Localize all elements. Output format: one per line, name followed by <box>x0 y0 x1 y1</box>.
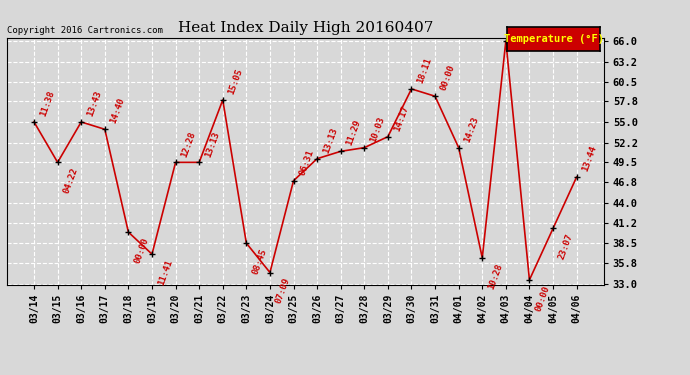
Text: 08:45: 08:45 <box>250 247 268 276</box>
Text: 04:22: 04:22 <box>62 166 79 195</box>
Text: 11:38: 11:38 <box>38 90 56 118</box>
Text: 15:05: 15:05 <box>227 68 244 96</box>
Text: 11:29: 11:29 <box>345 119 362 147</box>
Text: 00:00: 00:00 <box>533 284 551 312</box>
Text: 11:41: 11:41 <box>156 258 174 286</box>
Text: 13:43: 13:43 <box>86 90 103 118</box>
Text: 12:28: 12:28 <box>179 130 197 158</box>
Text: Temperature (°F): Temperature (°F) <box>504 34 604 44</box>
Text: 10:28: 10:28 <box>486 262 504 290</box>
Text: 00:00: 00:00 <box>132 236 150 265</box>
Text: 14:17: 14:17 <box>392 104 410 132</box>
Text: 13:13: 13:13 <box>322 126 339 154</box>
Text: 13:13: 13:13 <box>204 130 221 158</box>
Text: 10:03: 10:03 <box>368 115 386 144</box>
Text: 14:23: 14:23 <box>463 115 480 144</box>
Text: 00:00: 00:00 <box>440 64 457 92</box>
Text: 14:40: 14:40 <box>109 97 127 125</box>
Text: 18:11: 18:11 <box>415 56 433 85</box>
Text: Copyright 2016 Cartronics.com: Copyright 2016 Cartronics.com <box>7 26 163 35</box>
Text: 13:44: 13:44 <box>581 144 598 173</box>
Text: 23:07: 23:07 <box>558 232 575 261</box>
Title: Heat Index Daily High 20160407: Heat Index Daily High 20160407 <box>177 21 433 35</box>
Text: 07:09: 07:09 <box>274 277 292 305</box>
Text: 06:31: 06:31 <box>297 148 315 177</box>
